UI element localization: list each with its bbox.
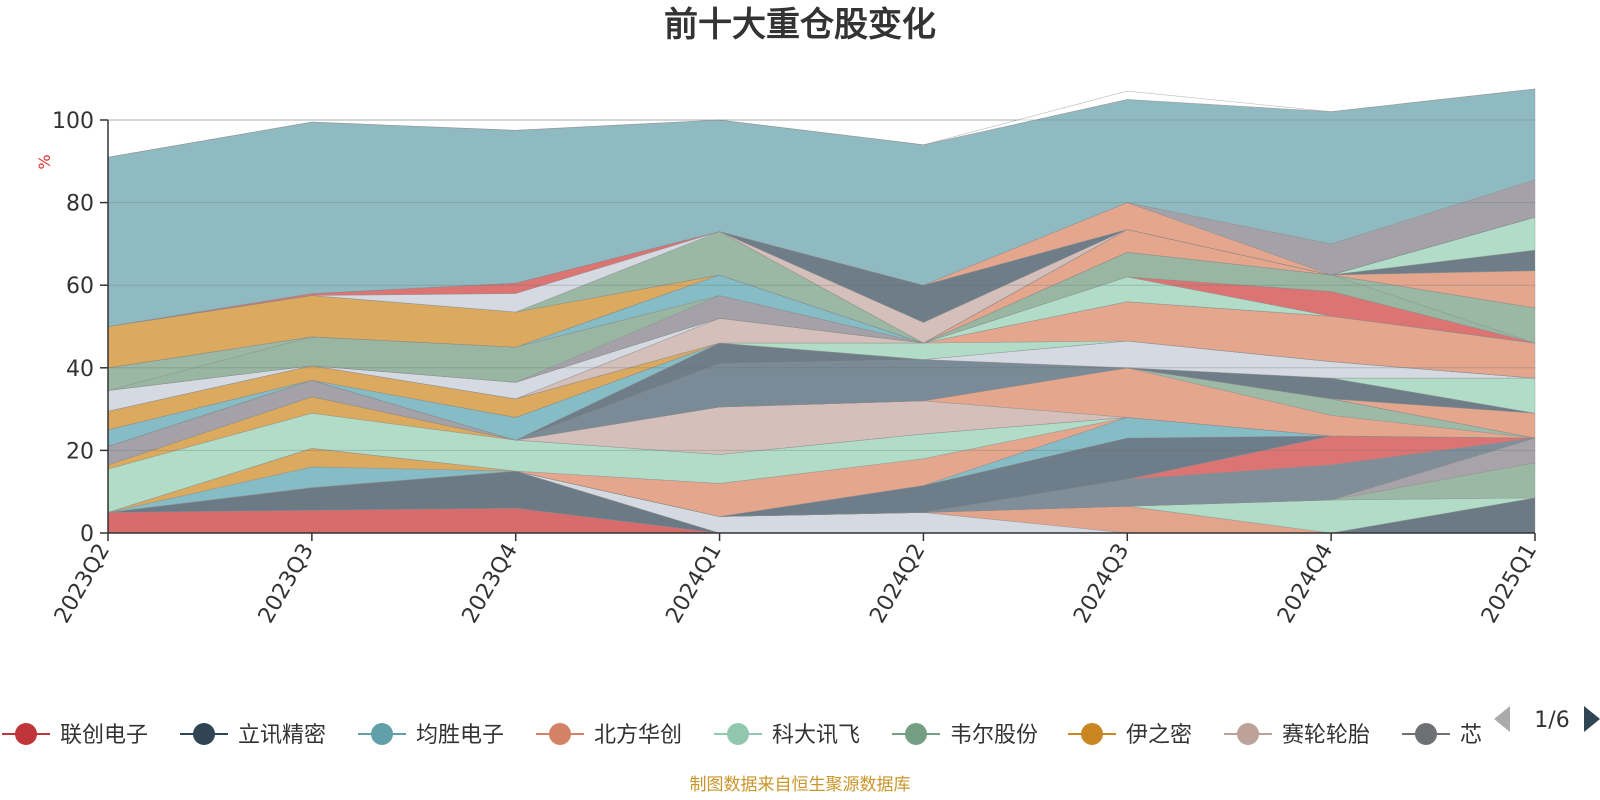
legend-label: 北方华创 <box>594 723 682 748</box>
legend-prev-page-icon[interactable] <box>1494 706 1510 732</box>
legend-label: 立讯精密 <box>238 723 326 748</box>
legend-marker-icon <box>549 723 571 745</box>
x-tick-label-0: 2023Q2 <box>50 540 115 628</box>
legend-item-8[interactable]: 芯 <box>1402 723 1482 748</box>
legend-marker-icon <box>1237 723 1259 745</box>
y-tick-label-4: 80 <box>66 192 94 217</box>
legend-marker-icon <box>371 723 393 745</box>
legend-item-0[interactable]: 联创电子 <box>2 723 148 748</box>
legend-item-1[interactable]: 立讯精密 <box>180 723 326 748</box>
legend-marker-icon <box>727 723 749 745</box>
y-tick-label-3: 60 <box>66 274 94 299</box>
legend-item-4[interactable]: 科大讯飞 <box>714 723 860 748</box>
y-tick-label-2: 40 <box>66 357 94 382</box>
legend-marker-icon <box>1415 723 1437 745</box>
x-tick-label-3: 2024Q1 <box>661 540 726 628</box>
legend-label: 均胜电子 <box>416 723 504 748</box>
legend-marker-icon <box>1081 723 1103 745</box>
area-series-52 <box>107 88 1536 158</box>
legend-marker-icon <box>193 723 215 745</box>
area-series-layer <box>107 88 1536 534</box>
legend-marker-icon <box>15 723 37 745</box>
x-tick-label-4: 2024Q2 <box>865 540 930 628</box>
x-tick-label-7: 2025Q1 <box>1477 540 1542 628</box>
legend-label: 联创电子 <box>60 723 148 748</box>
legend-item-2[interactable]: 均胜电子 <box>358 723 504 748</box>
legend-label: 伊之密 <box>1126 723 1192 748</box>
legend-label: 芯 <box>1460 723 1482 748</box>
legend: 联创电子 立讯精密 均胜电子 北方华创 科大讯飞 韦尔股份 伊之密 赛轮轮胎 芯 <box>2 723 1482 748</box>
legend-label: 韦尔股份 <box>950 723 1038 748</box>
y-axis-unit: % <box>35 154 54 169</box>
x-tick-label-2: 2023Q4 <box>458 540 523 628</box>
legend-marker-icon <box>905 723 927 745</box>
x-tick-label-5: 2024Q3 <box>1069 540 1134 628</box>
y-tick-label-0: 0 <box>80 522 94 547</box>
x-tick-label-6: 2024Q4 <box>1273 540 1338 628</box>
legend-page-indicator: 1/6 <box>1534 708 1569 733</box>
legend-label: 科大讯飞 <box>772 723 860 748</box>
legend-item-3[interactable]: 北方华创 <box>536 723 682 748</box>
legend-label: 赛轮轮胎 <box>1282 723 1370 748</box>
legend-item-6[interactable]: 伊之密 <box>1068 723 1192 748</box>
legend-item-5[interactable]: 韦尔股份 <box>892 723 1038 748</box>
data-source-footer: 制图数据来自恒生聚源数据库 <box>690 775 911 795</box>
chart-title: 前十大重仓股变化 <box>664 5 936 45</box>
x-tick-label-1: 2023Q3 <box>254 540 319 628</box>
legend-pager: 1/6 <box>1494 706 1600 733</box>
legend-next-page-icon[interactable] <box>1584 706 1600 732</box>
y-tick-label-1: 20 <box>66 439 94 464</box>
y-tick-label-5: 100 <box>52 109 94 134</box>
legend-item-7[interactable]: 赛轮轮胎 <box>1224 723 1370 748</box>
